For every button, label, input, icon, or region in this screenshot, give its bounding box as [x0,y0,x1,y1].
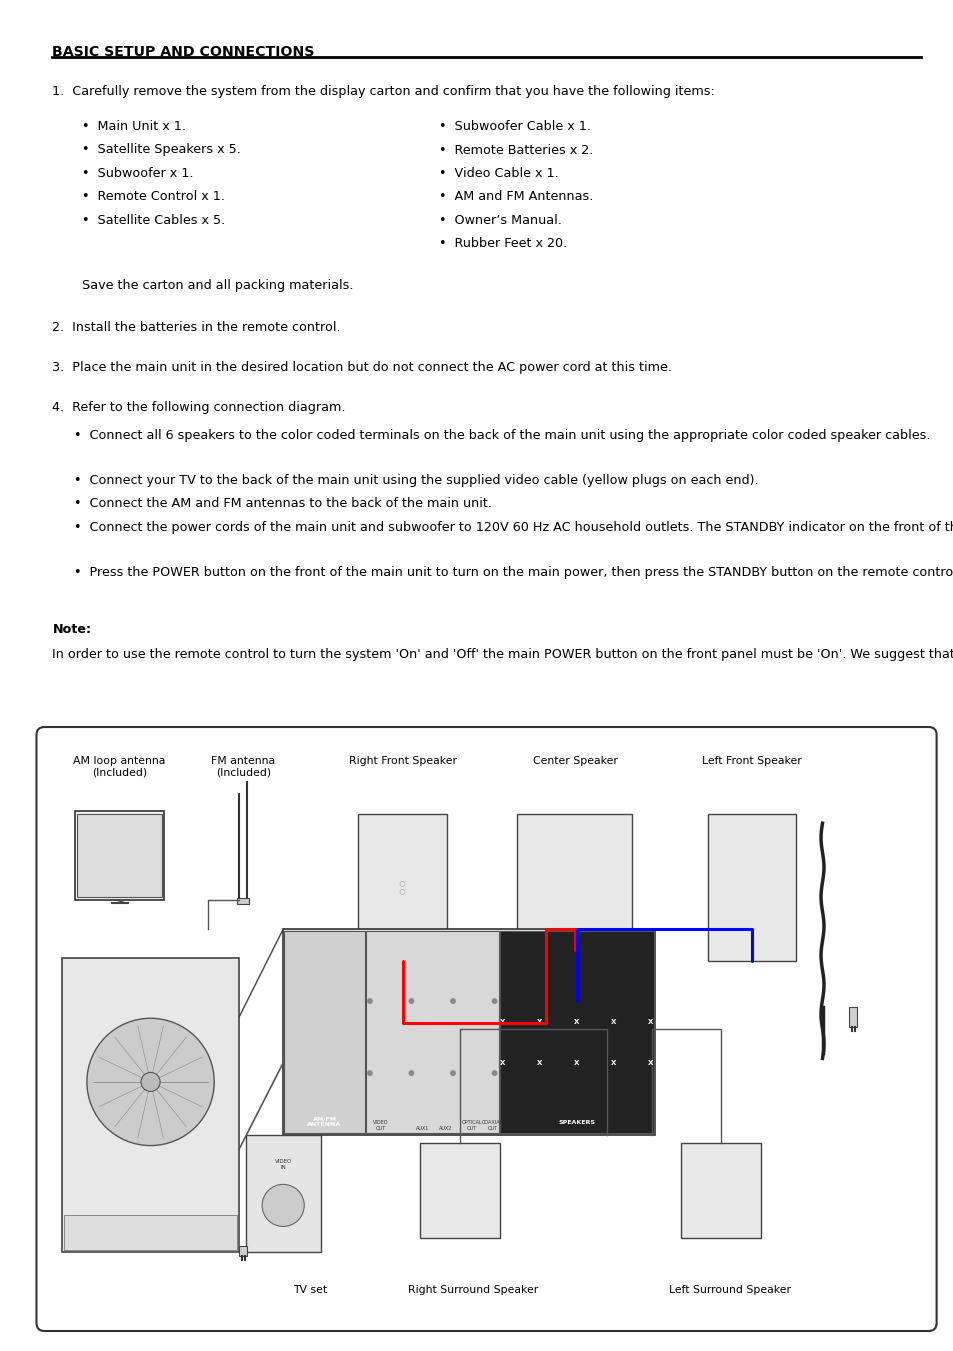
Text: 4.  Refer to the following connection diagram.: 4. Refer to the following connection dia… [52,401,346,413]
Text: •  Remote Batteries x 2.: • Remote Batteries x 2. [438,143,593,157]
Text: 2.  Install the batteries in the remote control.: 2. Install the batteries in the remote c… [52,322,341,334]
Bar [707,815,795,962]
Text: OPTICAL
OUT: OPTICAL OUT [461,1120,482,1131]
Text: X: X [499,1019,505,1024]
Bar [848,1008,857,1027]
Text: •  Connect the power cords of the main unit and subwoofer to 120V 60 Hz AC house: • Connect the power cords of the main un… [74,521,953,534]
Bar [239,1246,247,1255]
Text: Subwoofer: Subwoofer [67,988,125,998]
Text: X: X [499,1059,505,1066]
Text: AUX1: AUX1 [416,1125,429,1131]
Circle shape [367,1071,372,1075]
Text: •  Connect all 6 speakers to the color coded terminals on the back of the main u: • Connect all 6 speakers to the color co… [74,430,930,442]
Circle shape [262,1185,304,1227]
Text: •  Remote Control x 1.: • Remote Control x 1. [82,190,225,204]
Circle shape [367,998,372,1004]
Bar [680,1143,760,1239]
Circle shape [409,1071,414,1075]
Text: VIDEO
OUT: VIDEO OUT [373,1120,389,1131]
Bar [245,1135,320,1252]
Text: In order to use the remote control to turn the system 'On' and 'Off' the main PO: In order to use the remote control to tu… [52,648,953,661]
Text: SPEAKERS: SPEAKERS [558,1120,595,1125]
Text: BASIC SETUP AND CONNECTIONS: BASIC SETUP AND CONNECTIONS [52,45,314,59]
Text: Left Surround Speaker: Left Surround Speaker [668,1285,790,1294]
Circle shape [141,1073,160,1092]
Circle shape [492,998,497,1004]
Bar [499,931,653,1133]
Text: Right Surround Speaker: Right Surround Speaker [408,1285,537,1294]
Bar [237,897,249,904]
Bar [358,815,446,962]
Text: •  Satellite Cables x 5.: • Satellite Cables x 5. [82,213,226,227]
Bar [64,1215,236,1251]
Text: X: X [647,1059,653,1066]
Text: •  Press the POWER button on the front of the main unit to turn on the main powe: • Press the POWER button on the front of… [74,566,953,580]
Text: Center Speaker: Center Speaker [532,755,617,766]
Bar [283,929,654,1135]
Text: •  Subwoofer Cable x 1.: • Subwoofer Cable x 1. [438,120,590,132]
Circle shape [87,1019,214,1146]
Text: X: X [610,1019,616,1024]
Bar [75,812,164,900]
Text: 1.  Carefully remove the system from the display carton and confirm that you hav: 1. Carefully remove the system from the … [52,85,715,99]
Text: X: X [574,1059,578,1066]
Text: 3.  Place the main unit in the desired location but do not connect the AC power : 3. Place the main unit in the desired lo… [52,361,672,374]
Text: •  Owner’s Manual.: • Owner’s Manual. [438,213,561,227]
Bar [62,958,239,1252]
Bar [419,1143,499,1239]
Text: •  Connect the AM and FM antennas to the back of the main unit.: • Connect the AM and FM antennas to the … [74,497,492,511]
Text: X: X [574,1019,578,1024]
Text: •  Main Unit x 1.: • Main Unit x 1. [82,120,186,132]
Text: COAXIAL
OUT: COAXIAL OUT [481,1120,503,1131]
Bar [517,815,632,950]
Circle shape [409,998,414,1004]
Text: AM/FM
ANTENNA: AM/FM ANTENNA [307,1116,341,1127]
Text: X: X [610,1059,616,1066]
Text: AUX2: AUX2 [438,1125,452,1131]
Text: AM loop antenna
(Included): AM loop antenna (Included) [73,755,166,777]
Text: •  Subwoofer x 1.: • Subwoofer x 1. [82,168,193,180]
Text: X: X [647,1019,653,1024]
Text: •  Rubber Feet x 20.: • Rubber Feet x 20. [438,238,566,250]
Bar [77,815,162,897]
Text: Save the carton and all packing materials.: Save the carton and all packing material… [82,280,354,292]
Text: FM antenna
(Included): FM antenna (Included) [212,755,275,777]
Bar [284,931,364,1133]
FancyBboxPatch shape [36,727,936,1331]
Text: Note:: Note: [52,623,91,636]
Text: •  Video Cable x 1.: • Video Cable x 1. [438,168,558,180]
Text: •  Connect your TV to the back of the main unit using the supplied video cable (: • Connect your TV to the back of the mai… [74,474,759,486]
Text: •  Satellite Speakers x 5.: • Satellite Speakers x 5. [82,143,241,157]
Circle shape [451,1071,455,1075]
Text: TV set: TV set [293,1285,327,1294]
Circle shape [492,1071,497,1075]
Text: Right Front Speaker: Right Front Speaker [348,755,456,766]
Text: Left Front Speaker: Left Front Speaker [701,755,801,766]
Text: •  AM and FM Antennas.: • AM and FM Antennas. [438,190,593,204]
Text: X: X [537,1059,541,1066]
Text: X: X [537,1019,541,1024]
Bar [366,931,498,1133]
Circle shape [451,998,455,1004]
Text: VIDEO
IN: VIDEO IN [274,1159,292,1170]
